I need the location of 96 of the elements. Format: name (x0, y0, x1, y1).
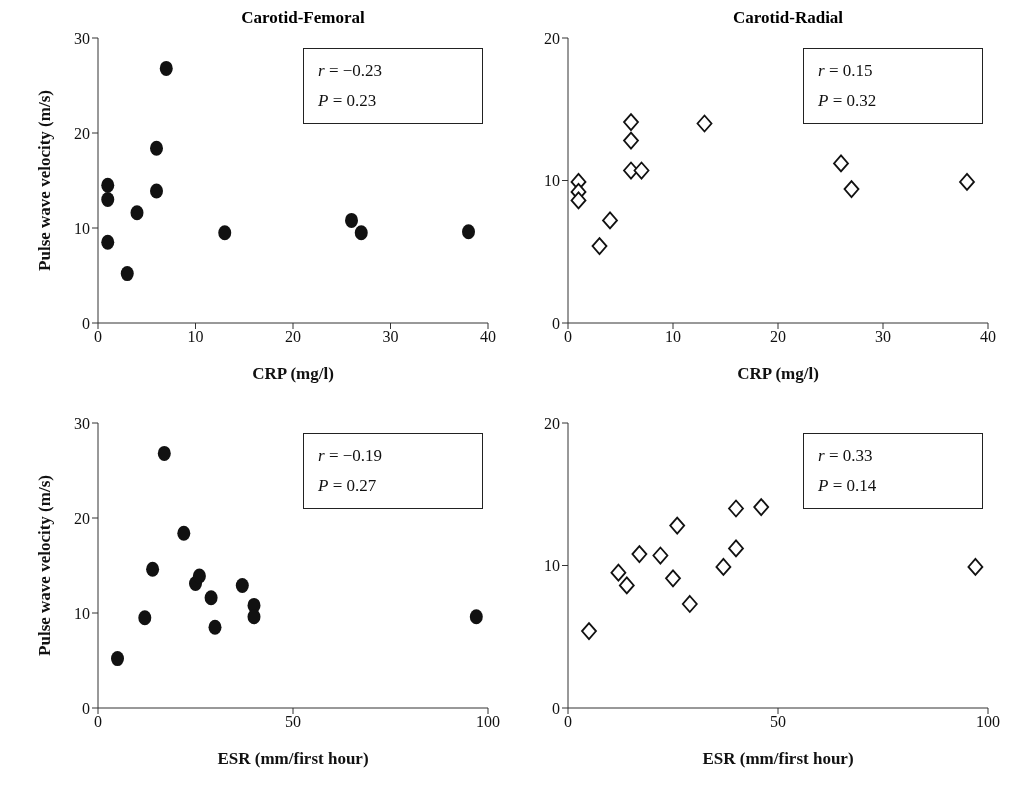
annotation: P = 0.32 (818, 91, 878, 111)
y-tick-label: 0 (552, 314, 560, 332)
y-axis-title: Pulse wave velocity (m/s) (35, 475, 55, 656)
point (570, 191, 587, 210)
chart-title: Carotid-Radial (731, 8, 845, 28)
y-tick-label: 20 (74, 509, 90, 527)
x-tick-label: 30 (382, 328, 399, 346)
point (111, 651, 124, 667)
y-tick-label: 20 (544, 29, 560, 47)
point (159, 60, 173, 76)
x-axis-title: CRP (mg/l) (252, 364, 334, 383)
point (235, 577, 249, 593)
x-tick-label: 40 (480, 328, 496, 346)
point (610, 563, 627, 582)
point (715, 558, 732, 576)
x-tick-label: 0 (564, 328, 572, 346)
x-tick-label: 100 (476, 713, 500, 731)
y-tick-label: 10 (544, 172, 560, 190)
y-tick-label: 0 (82, 314, 90, 332)
point (753, 498, 770, 516)
point (138, 610, 152, 626)
x-tick-label: 20 (285, 328, 301, 346)
point (602, 211, 618, 230)
annotation: P = 0.14 (818, 476, 878, 496)
point (681, 595, 698, 613)
point (345, 212, 358, 228)
point (208, 619, 222, 635)
point (192, 568, 206, 584)
point (581, 622, 597, 640)
y-tick-label: 10 (544, 557, 560, 575)
y-tick-label: 0 (552, 699, 560, 717)
point (833, 154, 849, 173)
point (665, 569, 681, 588)
point (633, 161, 650, 180)
point (469, 609, 483, 625)
point (204, 590, 218, 606)
x-tick-label: 100 (976, 713, 1000, 731)
y-tick-label: 0 (82, 699, 90, 717)
point (462, 224, 475, 240)
x-tick-label: 0 (94, 328, 102, 346)
x-axis-title: ESR (mm/first hour) (217, 749, 369, 768)
point (591, 237, 608, 255)
y-tick-label: 10 (74, 604, 90, 622)
point (218, 225, 232, 241)
annotation: P = 0.27 (318, 476, 378, 496)
x-tick-label: 40 (980, 328, 996, 346)
chart-title: Carotid-Femoral (240, 8, 366, 28)
x-axis-title: CRP (mg/l) (737, 364, 819, 383)
point (843, 180, 860, 198)
point (101, 192, 115, 207)
x-tick-label: 0 (564, 713, 572, 731)
point (959, 173, 975, 191)
x-tick-label: 10 (187, 328, 204, 346)
point (354, 225, 368, 241)
point (146, 561, 160, 577)
point (669, 516, 686, 535)
x-tick-label: 0 (94, 713, 102, 731)
annotation: r = 0.15 (818, 61, 874, 81)
point (631, 545, 648, 563)
x-tick-label: 10 (665, 328, 681, 346)
point (652, 546, 669, 565)
x-tick-label: 50 (285, 713, 301, 731)
point (101, 177, 115, 193)
annotation: P = 0.23 (318, 91, 378, 111)
y-tick-label: 20 (544, 414, 560, 432)
x-axis-title: ESR (mm/first hour) (702, 749, 854, 768)
annotation: r = 0.33 (818, 446, 874, 466)
point (728, 539, 744, 558)
point (623, 131, 639, 150)
point (967, 558, 984, 576)
x-tick-label: 30 (875, 328, 891, 346)
point (623, 113, 639, 131)
x-tick-label: 50 (770, 713, 786, 731)
text-frame: r = −0.23 P = 0.23 (303, 48, 483, 124)
text-frame: r = 0.15 P = 0.32 (803, 48, 983, 124)
point (150, 140, 163, 156)
y-tick-label: 30 (74, 29, 90, 47)
point (150, 183, 163, 199)
point (177, 525, 191, 541)
point (728, 499, 744, 518)
point (618, 576, 635, 595)
y-tick-label: 20 (74, 124, 90, 142)
point (157, 445, 171, 461)
y-axis-title: Pulse wave velocity (m/s) (35, 90, 55, 271)
point (696, 114, 713, 133)
point (120, 266, 134, 282)
y-tick-label: 30 (74, 414, 90, 432)
point (130, 205, 144, 221)
point (247, 609, 261, 625)
x-tick-label: 20 (770, 328, 786, 346)
annotation: r = −0.23 (318, 61, 384, 81)
annotation: r = −0.19 (318, 446, 384, 466)
text-frame: r = −0.19 P = 0.27 (303, 433, 483, 509)
y-tick-label: 10 (74, 219, 90, 237)
point (101, 234, 115, 250)
text-frame: r = 0.33 P = 0.14 (803, 433, 983, 509)
